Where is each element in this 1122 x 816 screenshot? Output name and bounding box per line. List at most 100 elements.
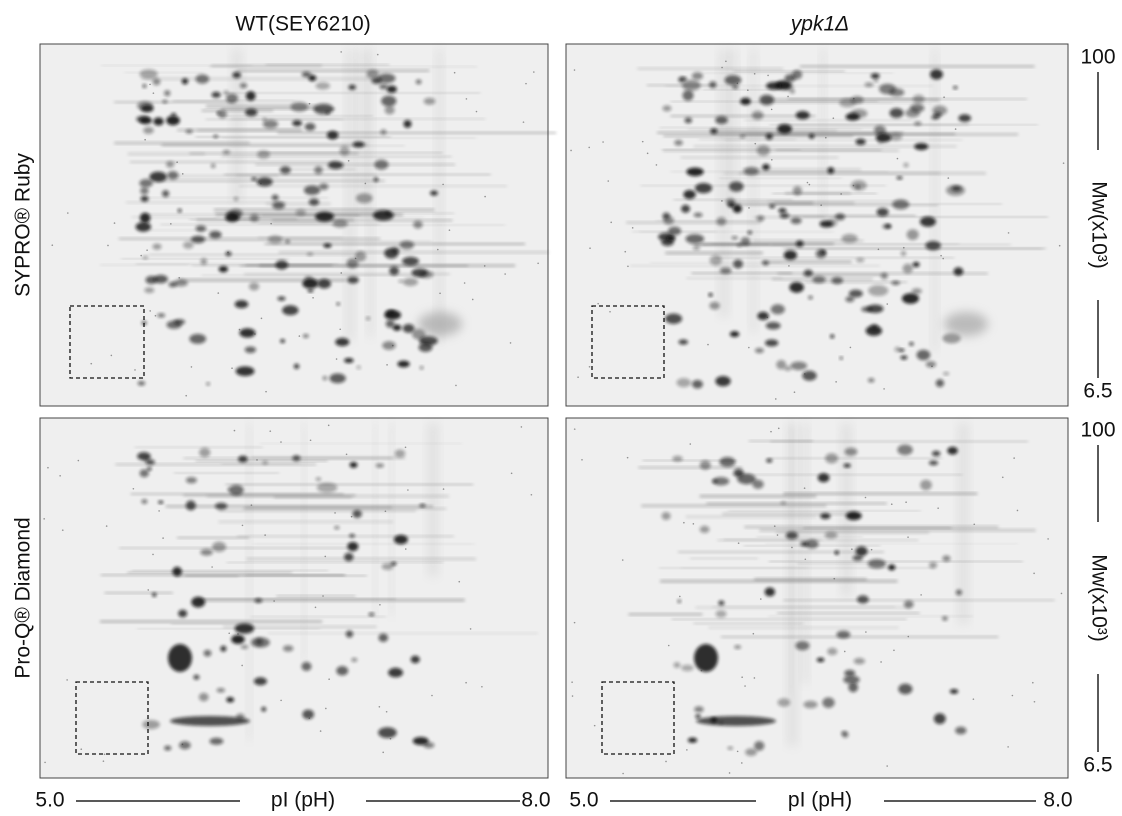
gel-speck: [241, 524, 244, 527]
gel-spot: [149, 171, 167, 183]
gel-spot: [393, 534, 408, 545]
gel-spot: [762, 163, 770, 171]
gel-spot: [888, 564, 896, 571]
gel-spot: [390, 561, 397, 566]
gel-streak: [628, 613, 703, 616]
gel-spot: [913, 121, 922, 126]
gel-spot: [181, 78, 189, 85]
gel-spot: [152, 243, 162, 250]
gel-streak: [183, 457, 393, 460]
gel-streak: [119, 547, 348, 550]
gel-streak: [670, 114, 816, 118]
gel-speck: [103, 753, 106, 756]
gel-streak: [724, 139, 963, 141]
gel-streak: [702, 89, 780, 91]
gel-speck: [340, 272, 343, 274]
gel-streak: [100, 620, 323, 623]
gel-speck: [43, 518, 45, 520]
gel-streak: [656, 220, 763, 222]
gel-spot: [139, 178, 153, 188]
gel-speck: [686, 749, 688, 751]
gel-streak: [699, 494, 817, 498]
gel-spot: [912, 261, 920, 268]
gel-spot: [317, 278, 332, 289]
gel-speck: [190, 366, 193, 368]
gel-speck: [176, 161, 178, 164]
gel-speck: [851, 548, 853, 550]
gel-speck: [345, 453, 348, 456]
gel-spot: [685, 234, 705, 244]
gel-spot: [834, 550, 839, 555]
gel-spot: [850, 108, 868, 119]
gel-spot: [691, 72, 704, 80]
dashed-box: [591, 305, 665, 379]
gel-spot: [245, 108, 258, 117]
gel-spot: [381, 563, 394, 570]
gel-streak: [226, 562, 444, 564]
gel-speck: [624, 250, 627, 253]
gel-speck: [581, 458, 583, 461]
gel-speck: [453, 71, 456, 74]
gel-speck: [376, 53, 379, 56]
gel-streak: [686, 277, 783, 280]
gel-spot: [764, 587, 776, 597]
dashed-box: [601, 681, 675, 755]
gel-streak: [195, 136, 391, 138]
gel-spot: [672, 455, 683, 462]
gel-spot: [225, 251, 232, 257]
gel-spot: [843, 463, 851, 468]
gel-spot: [419, 503, 426, 508]
gel-streak: [191, 265, 279, 267]
gel-speck: [1033, 700, 1036, 703]
gel-speck: [260, 182, 262, 185]
gel-spot: [392, 324, 402, 331]
gel-spot: [822, 697, 835, 708]
gel-spot: [313, 103, 334, 115]
gel-spot: [378, 727, 397, 739]
gel-spot: [928, 460, 939, 466]
gel-spot: [718, 600, 725, 606]
gel-speck: [241, 664, 243, 667]
gel-speck: [665, 760, 667, 763]
gel-spot: [874, 125, 886, 135]
gel-streak: [744, 525, 999, 529]
gel-speck: [646, 152, 649, 155]
gel-spot: [142, 719, 160, 730]
gel-speck: [931, 365, 933, 368]
gel-speck: [181, 743, 184, 746]
gel-spot: [855, 546, 868, 557]
gel-spot: [326, 130, 339, 140]
gel-streak: [277, 131, 557, 134]
gel-spot: [336, 302, 340, 306]
gel-streak: [638, 466, 743, 469]
gel-spot: [740, 236, 751, 246]
gel-speck: [880, 661, 882, 663]
gel-spot: [942, 616, 948, 621]
gel-speck: [102, 760, 105, 762]
gel-spot: [901, 293, 920, 304]
gel-spot: [275, 260, 289, 270]
y-axis-min: 6.5: [1083, 754, 1112, 777]
gel-speck: [154, 314, 157, 317]
gel-streak: [665, 251, 763, 255]
gel-streak: [221, 155, 452, 158]
gel-spot: [785, 531, 799, 540]
gel-spot: [784, 83, 794, 91]
gel-speck: [1016, 509, 1019, 512]
gel-speck: [270, 222, 272, 225]
gel-spot: [271, 194, 279, 201]
gel-spot: [382, 341, 396, 350]
gel-speck: [231, 367, 233, 370]
gel-spot: [140, 104, 154, 113]
gel-smear: [247, 423, 252, 741]
gel-speck: [308, 717, 311, 720]
gel-streak: [208, 66, 477, 68]
gel-speck: [736, 82, 739, 85]
gel-spot: [835, 213, 846, 221]
gel-speck: [469, 628, 472, 630]
gel-speck: [804, 558, 807, 561]
gel-streak: [715, 257, 955, 259]
gel-streak: [142, 213, 397, 215]
gel-spot: [140, 187, 149, 195]
